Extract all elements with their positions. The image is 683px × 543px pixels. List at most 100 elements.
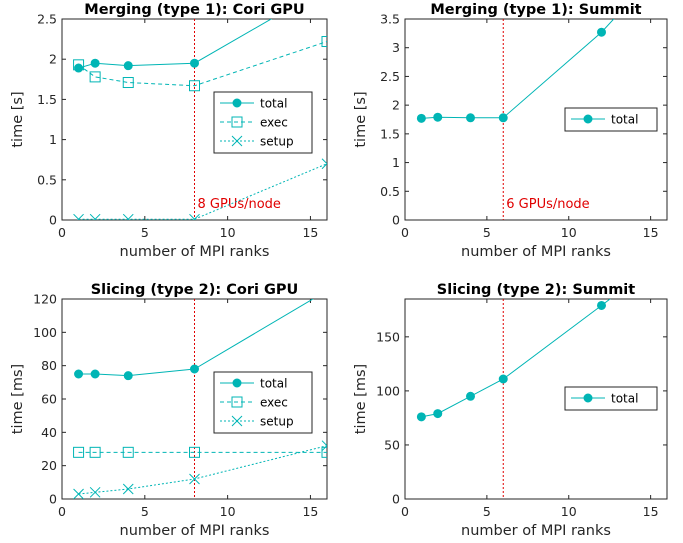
legend-label-setup: setup <box>260 415 294 429</box>
data-point-setup <box>189 213 200 220</box>
data-point-exec <box>89 446 101 458</box>
plot-area <box>73 19 327 220</box>
legend-box <box>564 386 658 411</box>
data-point-exec <box>122 77 134 89</box>
data-point-total <box>190 364 199 374</box>
data-point-total <box>416 113 426 123</box>
y-axis-label: time [ms] <box>10 364 26 434</box>
y-tick-label: 1.5 <box>37 92 57 107</box>
y-tick-label: 3 <box>392 40 400 55</box>
data-point-total <box>597 27 606 37</box>
legend-marker-exec <box>231 116 243 128</box>
x-axis-label: number of MPI ranks <box>120 244 270 260</box>
x-tick-label: 0 <box>401 504 409 519</box>
y-tick-label: 0 <box>392 492 400 507</box>
x-axis-label: number of MPI ranks <box>461 244 611 260</box>
y-tick-label: 2 <box>392 98 400 113</box>
y-axis-label: time [s] <box>10 91 26 147</box>
series-line-exec <box>78 41 327 87</box>
legend-label-total: total <box>611 392 638 406</box>
y-tick-label: 0 <box>49 213 57 228</box>
legend-label-exec: exec <box>260 396 288 410</box>
series-line-setup <box>78 445 327 495</box>
y-tick-label: 1.5 <box>380 126 400 141</box>
data-point-exec <box>73 59 85 71</box>
y-tick-label: 1 <box>49 132 57 147</box>
y-tick-label: 60 <box>41 392 57 407</box>
legend: total <box>564 386 658 411</box>
y-axis-label: time [s] <box>353 91 369 147</box>
plot-area <box>73 299 327 499</box>
legend: total <box>564 107 658 132</box>
chart-panel-2: 0 5 10 15 0 0.5 1 1.5 2 2.5 3 3.5 Merging (type 1): … <box>353 2 668 260</box>
legend-label-total: total <box>260 377 287 391</box>
data-point-exec <box>321 36 327 48</box>
y-tick-label: 2.5 <box>380 69 400 84</box>
data-point-total <box>90 58 100 68</box>
x-tick-label: 5 <box>141 225 149 240</box>
chart-panel-3: 0 5 10 15 0 20 40 60 80 100 120 Slicing (type 2): C… <box>10 282 328 539</box>
legend-marker-total <box>232 378 242 388</box>
x-tick-label: 0 <box>401 225 409 240</box>
data-point-setup <box>321 158 327 170</box>
x-tick-label: 15 <box>302 225 318 240</box>
plot-area <box>416 19 615 123</box>
legend-marker-total <box>583 114 593 124</box>
y-tick-label: 100 <box>33 325 57 340</box>
data-point-exec <box>189 80 200 92</box>
y-tick-label: 80 <box>41 358 57 373</box>
data-point-setup <box>321 440 327 452</box>
y-tick-label: 0.5 <box>37 172 57 187</box>
y-tick-label: 0 <box>392 213 400 228</box>
x-tick-label: 5 <box>141 504 149 519</box>
data-point-setup <box>122 213 134 220</box>
data-point-total <box>498 374 508 384</box>
x-tick-label: 15 <box>643 504 659 519</box>
data-point-exec <box>89 71 101 83</box>
x-tick-label: 15 <box>302 504 318 519</box>
data-point-total <box>90 369 100 379</box>
data-point-total <box>466 391 475 401</box>
data-point-setup <box>122 483 134 495</box>
chart-panel-1: 0 5 10 15 0 0.5 1 1.5 2 2.5 Merging (type 1): Cori… <box>10 2 328 260</box>
gpus-per-node-annotation: 8 GPUs/node <box>198 197 281 212</box>
y-axis-label: time [ms] <box>353 364 369 434</box>
y-tick-label: 40 <box>41 425 57 440</box>
data-point-total <box>74 369 84 379</box>
y-tick-label: 0.5 <box>380 184 400 199</box>
data-point-exec <box>189 446 200 458</box>
x-tick-label: 10 <box>561 504 577 519</box>
data-point-total <box>190 58 199 68</box>
axes-box <box>404 18 668 221</box>
data-point-setup <box>89 213 101 220</box>
data-point-total <box>416 412 426 422</box>
chart-title: Merging (type 1): Cori GPU <box>84 2 304 18</box>
y-tick-label: 2.5 <box>37 12 57 27</box>
legend-label-exec: exec <box>260 116 288 130</box>
data-point-exec <box>73 446 85 458</box>
legend-marker-setup <box>231 415 243 427</box>
y-tick-label: 2 <box>49 52 57 67</box>
y-tick-label: 150 <box>376 329 400 344</box>
x-tick-label: 5 <box>483 225 491 240</box>
x-axis-label: number of MPI ranks <box>120 523 270 539</box>
data-point-total <box>466 113 475 123</box>
data-point-setup <box>89 486 101 498</box>
legend-marker-total <box>583 393 593 403</box>
legend-marker-exec <box>231 396 243 408</box>
data-point-setup <box>189 473 200 485</box>
chart-title: Slicing (type 2): Cori GPU <box>91 282 299 298</box>
plot-area <box>416 252 671 422</box>
axes-box <box>404 298 668 500</box>
data-point-total <box>663 252 671 260</box>
legend-marker-setup <box>231 135 243 147</box>
legend-label-total: total <box>260 97 287 111</box>
legend: total exec setup <box>213 371 313 434</box>
y-tick-label: 20 <box>41 458 57 473</box>
y-tick-label: 3.5 <box>380 12 400 27</box>
y-tick-label: 120 <box>33 292 57 307</box>
data-point-setup <box>73 213 84 220</box>
data-point-exec <box>321 446 327 458</box>
